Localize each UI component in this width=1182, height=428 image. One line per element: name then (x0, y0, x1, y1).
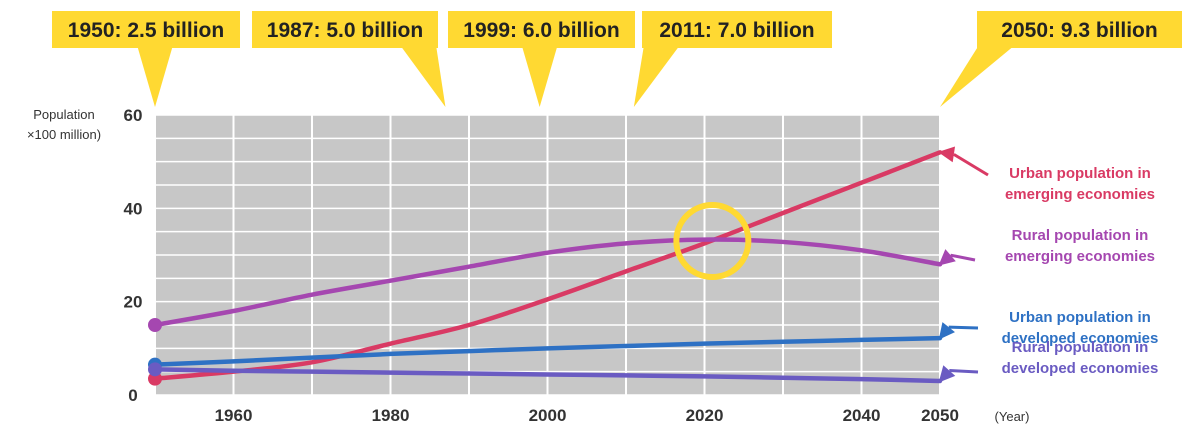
callout-label: 1950: 2.5 billion (68, 19, 224, 42)
y-tick-label: 20 (124, 293, 143, 312)
series-label-line: Rural population in (1012, 339, 1149, 356)
series-line-2 (152, 335, 943, 367)
series-line-3 (152, 367, 943, 384)
series-line-1 (152, 237, 943, 328)
series-lines (148, 150, 943, 386)
callout-pointer (633, 45, 680, 107)
end-arrows (938, 146, 989, 383)
arrow-head-2 (938, 322, 955, 340)
series-line-0 (152, 150, 943, 381)
callout-box (52, 11, 240, 48)
x-tick-label: 1980 (372, 406, 410, 425)
arrow-shaft-0 (953, 153, 989, 177)
y-axis-label: Population (33, 107, 94, 122)
arrow-shaft-1 (950, 253, 976, 262)
series-label-line: developed economies (1002, 360, 1159, 377)
series-labels: Urban population in emerging economies Rur… (1002, 165, 1159, 377)
x-axis-label: (Year) (995, 409, 1030, 424)
series-label-line: developed economies (1002, 330, 1159, 347)
callout-label: 2050: 9.3 billion (1001, 19, 1157, 42)
arrow-head-1 (938, 249, 956, 266)
y-tick-label: 40 (124, 199, 143, 218)
x-tick-label: 2050 (921, 406, 959, 425)
series-start-dot-3 (148, 362, 162, 377)
crossover-highlight-circle (673, 202, 752, 280)
arrow-shaft-3 (949, 369, 979, 374)
x-tick-label: 2000 (529, 406, 567, 425)
series-label-line: Urban population in (1009, 165, 1151, 182)
x-tick-label: 1960 (215, 406, 253, 425)
callout-label: 2011: 7.0 billion (659, 19, 814, 42)
arrow-head-0 (938, 146, 956, 163)
callout-pointer (521, 45, 558, 107)
series-label-line: emerging economies (1005, 248, 1155, 265)
callout-pointer (137, 45, 173, 107)
callout-box (642, 11, 832, 48)
callout-box (977, 11, 1182, 48)
callout-label: 1999: 6.0 billion (463, 19, 619, 42)
callout-box (448, 11, 635, 48)
callout-pointer (400, 45, 446, 107)
callouts: 1950: 2.5 billion 1987: 5.0 billion 1999: … (52, 11, 1182, 107)
series-start-dot-1 (148, 318, 162, 332)
callout-pointer (940, 45, 1015, 107)
arrow-head-3 (938, 365, 956, 383)
x-tick-label: 2020 (686, 406, 724, 425)
series-label-line: emerging economies (1005, 186, 1155, 203)
callout-label: 1987: 5.0 billion (267, 19, 423, 42)
series-label-line: Rural population in (1012, 227, 1149, 244)
series-label-line: Urban population in (1009, 309, 1151, 326)
arrow-shaft-2 (948, 325, 979, 330)
x-tick-label: 2040 (843, 406, 881, 425)
callout-box (252, 11, 438, 48)
y-tick-label: 0 (128, 386, 137, 405)
y-axis-label: ×100 million) (27, 127, 101, 142)
y-tick-label: 60 (124, 106, 143, 125)
